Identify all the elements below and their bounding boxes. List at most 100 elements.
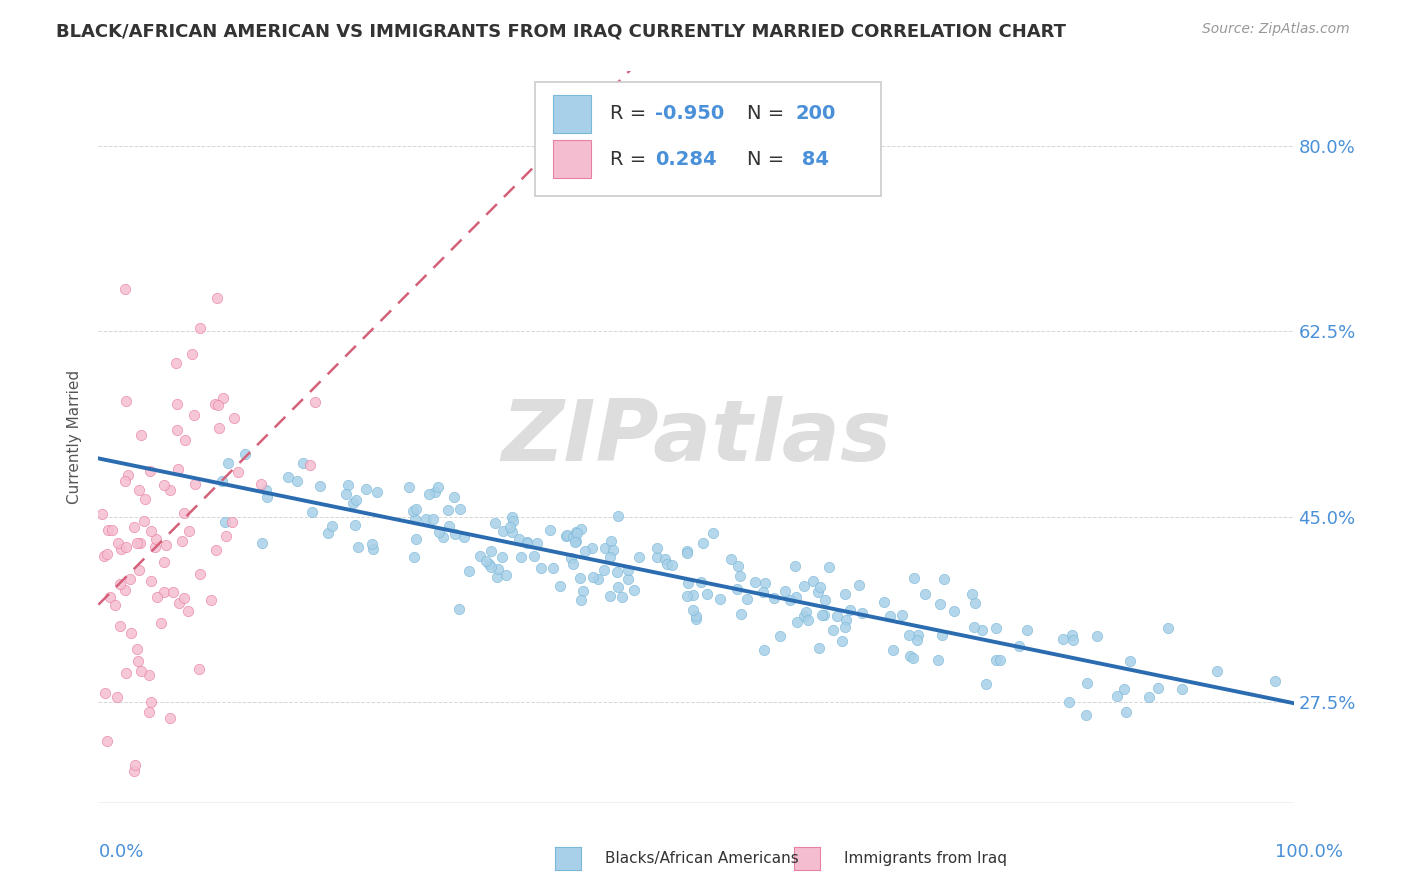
Point bbox=[128, 483, 150, 498]
Point bbox=[174, 433, 197, 447]
Text: Blacks/African Americans: Blacks/African Americans bbox=[605, 851, 799, 865]
Point bbox=[127, 536, 149, 550]
Point bbox=[526, 536, 548, 550]
Point bbox=[593, 562, 616, 576]
Point bbox=[277, 470, 299, 484]
Point bbox=[145, 532, 167, 546]
Point bbox=[291, 456, 314, 470]
Point bbox=[114, 583, 136, 598]
Point bbox=[211, 474, 233, 488]
Point bbox=[167, 596, 190, 610]
Point bbox=[124, 757, 146, 772]
FancyBboxPatch shape bbox=[553, 140, 591, 178]
Point bbox=[129, 428, 152, 442]
Point bbox=[905, 632, 928, 647]
Point bbox=[599, 550, 621, 565]
Point bbox=[1076, 708, 1098, 723]
Point bbox=[366, 484, 388, 499]
Point bbox=[122, 764, 145, 778]
Point bbox=[427, 525, 450, 540]
Point bbox=[108, 577, 131, 591]
Text: 0.284: 0.284 bbox=[655, 150, 717, 169]
Point bbox=[398, 479, 420, 493]
Point bbox=[205, 291, 228, 305]
Point bbox=[882, 643, 904, 657]
Text: 0.0%: 0.0% bbox=[98, 843, 143, 861]
Point bbox=[654, 552, 676, 566]
Point bbox=[574, 544, 596, 558]
Point bbox=[114, 665, 136, 680]
Point bbox=[335, 487, 357, 501]
Point bbox=[645, 541, 668, 555]
Point bbox=[110, 541, 132, 556]
Point bbox=[793, 579, 815, 593]
Point bbox=[730, 607, 752, 622]
Point bbox=[931, 628, 953, 642]
Point bbox=[179, 524, 201, 538]
Point bbox=[582, 570, 605, 584]
Point bbox=[540, 524, 562, 538]
Point bbox=[607, 580, 630, 594]
Point bbox=[610, 590, 633, 604]
Point bbox=[344, 493, 367, 508]
Point bbox=[405, 502, 427, 516]
Point bbox=[797, 613, 820, 627]
Text: R =: R = bbox=[610, 104, 652, 123]
Point bbox=[1157, 622, 1180, 636]
Point bbox=[183, 409, 205, 423]
Point bbox=[347, 540, 370, 554]
Point bbox=[485, 570, 508, 584]
Point bbox=[927, 653, 949, 667]
Point bbox=[984, 653, 1007, 667]
Point bbox=[96, 547, 118, 561]
Point bbox=[616, 563, 638, 577]
Point bbox=[569, 522, 592, 536]
Point bbox=[502, 514, 524, 528]
Point bbox=[891, 607, 914, 622]
Point bbox=[702, 526, 724, 541]
Point bbox=[167, 462, 190, 476]
Point bbox=[783, 559, 806, 574]
Point bbox=[600, 533, 623, 548]
Point bbox=[1062, 628, 1084, 642]
Point bbox=[685, 609, 707, 624]
Point bbox=[108, 619, 131, 633]
Point bbox=[217, 456, 239, 470]
Point bbox=[422, 512, 444, 526]
Point bbox=[139, 464, 162, 478]
Point bbox=[478, 557, 501, 571]
Point bbox=[928, 597, 950, 611]
Point bbox=[825, 609, 848, 624]
Point bbox=[565, 524, 588, 539]
Point bbox=[404, 549, 426, 564]
Point bbox=[898, 628, 921, 642]
Point bbox=[903, 572, 925, 586]
Point bbox=[565, 526, 588, 541]
Point bbox=[934, 572, 956, 586]
Point bbox=[709, 592, 731, 607]
Point bbox=[599, 590, 621, 604]
Point bbox=[449, 502, 471, 516]
Point bbox=[728, 568, 751, 582]
Point bbox=[361, 541, 384, 556]
Point bbox=[744, 575, 766, 590]
Point bbox=[122, 520, 145, 534]
Point bbox=[1147, 681, 1170, 696]
Point bbox=[479, 559, 502, 574]
Point bbox=[188, 321, 211, 335]
Point bbox=[879, 609, 901, 624]
Point bbox=[486, 562, 509, 576]
Point bbox=[138, 667, 160, 681]
Point bbox=[437, 519, 460, 533]
Point bbox=[565, 533, 588, 548]
Point bbox=[166, 423, 188, 437]
Point bbox=[696, 587, 718, 601]
Point bbox=[508, 532, 530, 546]
Point bbox=[676, 544, 699, 558]
Point bbox=[814, 592, 837, 607]
Point bbox=[184, 477, 207, 491]
Point bbox=[839, 603, 862, 617]
Point bbox=[523, 549, 546, 563]
Point bbox=[530, 561, 553, 575]
Point bbox=[114, 394, 136, 409]
